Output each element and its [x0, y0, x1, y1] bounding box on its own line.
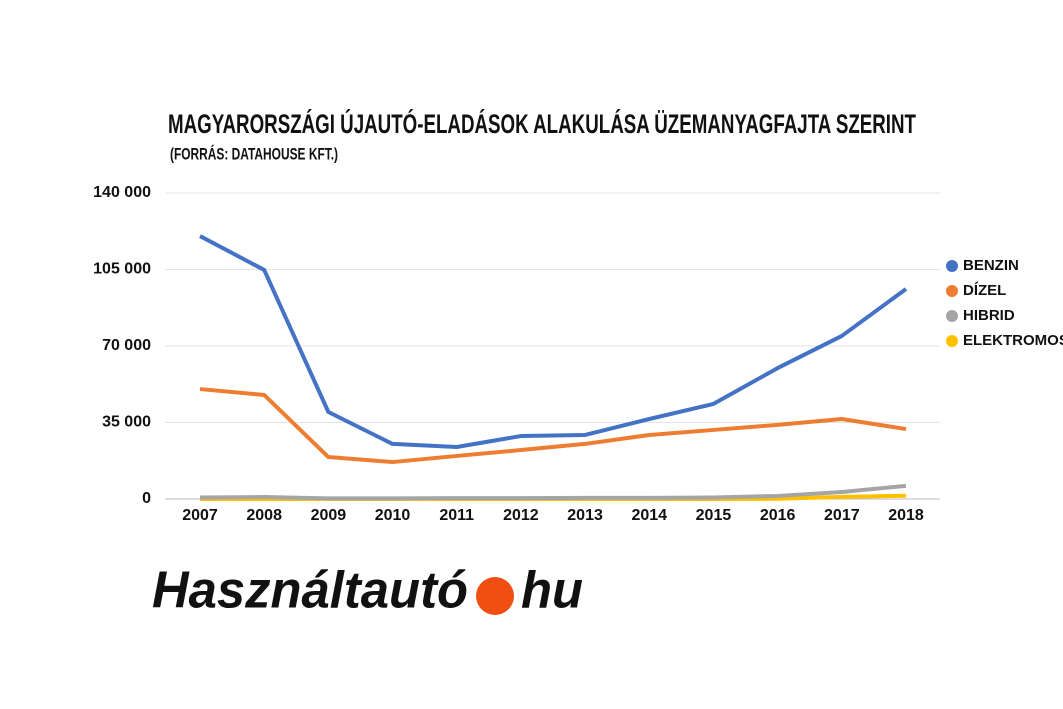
legend-label: ELEKTROMOS [963, 332, 1063, 349]
y-tick-label: 70 000 [102, 337, 151, 354]
y-tick-label: 140 000 [93, 184, 151, 201]
chart-title: MAGYARORSZÁGI ÚJAUTÓ-ELADÁSOK ALAKULÁSA … [168, 108, 916, 139]
legend-label: BENZIN [963, 257, 1019, 274]
x-tick-label: 2008 [246, 507, 282, 524]
x-tick-label: 2018 [888, 507, 924, 524]
legend-marker [946, 285, 958, 297]
y-tick-label: 0 [142, 490, 151, 507]
x-tick-label: 2007 [182, 507, 218, 524]
x-tick-label: 2009 [311, 507, 347, 524]
logo-text: hu [521, 562, 583, 620]
logo-dot [476, 577, 514, 615]
x-tick-label: 2016 [760, 507, 796, 524]
logo-text: Használtautó [152, 562, 468, 620]
x-tick-label: 2015 [696, 507, 732, 524]
y-tick-label: 105 000 [93, 261, 151, 278]
legend-label: HIBRID [963, 307, 1015, 324]
legend-marker [946, 335, 958, 347]
legend-label: DÍZEL [963, 282, 1006, 299]
x-tick-label: 2011 [439, 507, 474, 524]
series-line [199, 387, 907, 465]
chart-subtitle: (FORRÁS: DATAHOUSE KFT.) [170, 144, 338, 163]
x-tick-label: 2014 [631, 507, 667, 524]
series-line [199, 483, 907, 501]
x-tick-label: 2013 [567, 507, 603, 524]
x-tick-label: 2017 [824, 507, 860, 524]
y-tick-label: 35 000 [102, 414, 151, 431]
x-tick-label: 2010 [375, 507, 411, 524]
x-tick-label: 2012 [503, 507, 539, 524]
legend-marker [946, 260, 958, 272]
legend-marker [946, 310, 958, 322]
series-line [199, 234, 908, 449]
